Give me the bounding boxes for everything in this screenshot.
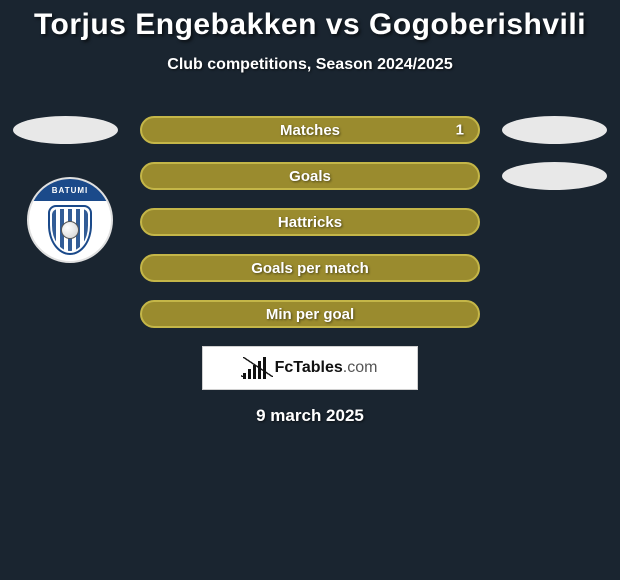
brand-name-bold: FcTables: [275, 359, 343, 376]
page-subtitle: Club competitions, Season 2024/2025: [0, 56, 620, 74]
comparison-card: Torjus Engebakken vs Gogoberishvili Club…: [0, 0, 620, 426]
player-right-marker: [502, 162, 607, 190]
stat-row: Hattricks: [0, 208, 620, 236]
stat-row: Goals: [0, 162, 620, 190]
stat-row: Matches 1: [0, 116, 620, 144]
stat-pill: Matches 1: [140, 116, 480, 144]
stat-row: Min per goal: [0, 300, 620, 328]
stat-label: Min per goal: [266, 306, 354, 323]
stat-value-right: 1: [456, 122, 464, 139]
comparison-date: 9 march 2025: [0, 406, 620, 426]
stat-label: Matches: [280, 122, 340, 139]
player-left-marker: [13, 116, 118, 144]
stat-pill: Min per goal: [140, 300, 480, 328]
bar-chart-icon: [243, 357, 269, 379]
page-title: Torjus Engebakken vs Gogoberishvili: [0, 8, 620, 42]
soccer-ball-icon: [61, 221, 79, 239]
player-right-marker: [502, 116, 607, 144]
stat-pill: Goals: [140, 162, 480, 190]
stat-label: Goals per match: [251, 260, 369, 277]
brand-name-light: .com: [343, 359, 378, 376]
stat-pill: Goals per match: [140, 254, 480, 282]
stat-label: Goals: [289, 168, 331, 185]
brand-attribution[interactable]: FcTables.com: [202, 346, 418, 390]
stats-list: Matches 1 Goals Hattricks Goals per match Min…: [0, 116, 620, 328]
stat-row: Goals per match: [0, 254, 620, 282]
stat-label: Hattricks: [278, 214, 342, 231]
brand-name: FcTables.com: [275, 359, 378, 377]
stat-pill: Hattricks: [140, 208, 480, 236]
